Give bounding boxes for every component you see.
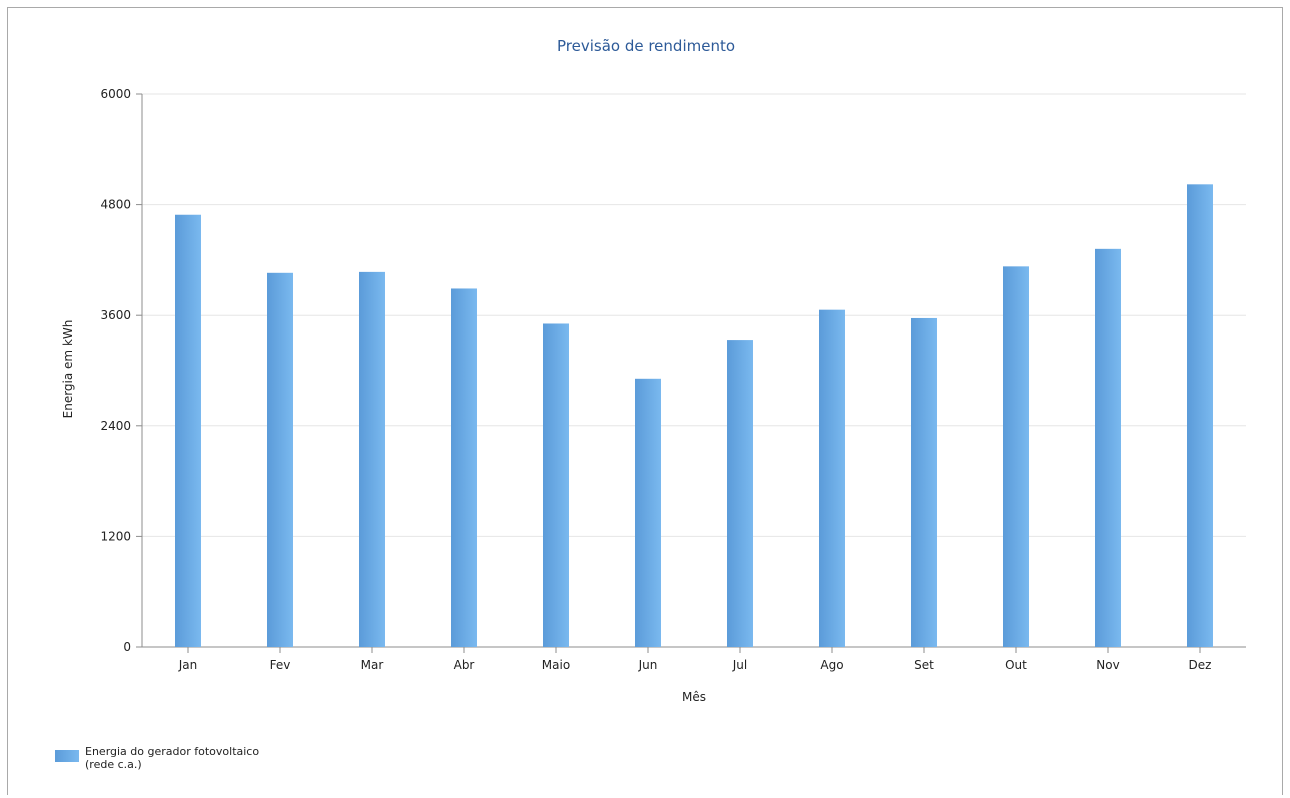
x-tick-label: Jul: [732, 658, 747, 672]
x-tick-label: Mar: [361, 658, 384, 672]
legend-label-line-1: Energia do gerador fotovoltaico: [85, 745, 259, 758]
legend-swatch: [55, 750, 79, 762]
x-tick-label: Abr: [454, 658, 475, 672]
bar-mar: [359, 271, 385, 647]
bar-dez: [1187, 184, 1213, 647]
y-tick-label: 4800: [100, 198, 131, 212]
y-tick-label: 3600: [100, 308, 131, 322]
x-tick-label: Jun: [638, 658, 658, 672]
chart-frame: Previsão de rendimento 0 1200 2400 3600 4800…: [7, 7, 1283, 795]
x-axis-title: Mês: [682, 690, 706, 704]
x-tick-label: Jan: [178, 658, 198, 672]
legend-label: Energia do gerador fotovoltaico (rede c.…: [85, 745, 263, 771]
bar-series: [175, 184, 1213, 647]
bar-fev: [267, 272, 293, 647]
x-tick-label: Fev: [270, 658, 291, 672]
bar-jul: [727, 340, 753, 647]
chart-svg: Previsão de rendimento 0 1200 2400 3600 4800…: [55, 37, 1246, 771]
y-tick-label: 6000: [100, 87, 131, 101]
bar-out: [1003, 266, 1029, 647]
x-tick-label: Nov: [1096, 658, 1119, 672]
x-tick-label: Ago: [820, 658, 843, 672]
legend: Energia do gerador fotovoltaico (rede c.…: [55, 745, 263, 771]
y-tick-label: 2400: [100, 419, 131, 433]
y-axis-title: Energia em kWh: [61, 320, 75, 419]
bar-nov: [1095, 248, 1121, 647]
x-tick-label: Out: [1005, 658, 1027, 672]
bar-maio: [543, 323, 569, 647]
chart-title: Previsão de rendimento: [557, 37, 735, 55]
y-tick-label: 0: [123, 640, 131, 654]
gridlines: [142, 93, 1246, 537]
y-tick-label: 1200: [100, 529, 131, 543]
bar-jun: [635, 378, 661, 647]
legend-label-line-2: (rede c.a.): [85, 758, 142, 771]
x-tick-label: Set: [914, 658, 934, 672]
x-tick-label: Dez: [1189, 658, 1212, 672]
y-tick-labels: 0 1200 2400 3600 4800 6000: [100, 87, 131, 654]
bar-abr: [451, 288, 477, 647]
bar-jan: [175, 214, 201, 647]
x-tick-label: Maio: [542, 658, 570, 672]
x-tick-labels: Jan Fev Mar Abr Maio Jun Jul Ago Set Out Nov Dez: [178, 658, 1212, 672]
bar-ago: [819, 309, 845, 647]
axes: [136, 93, 1246, 653]
bar-set: [911, 317, 937, 647]
